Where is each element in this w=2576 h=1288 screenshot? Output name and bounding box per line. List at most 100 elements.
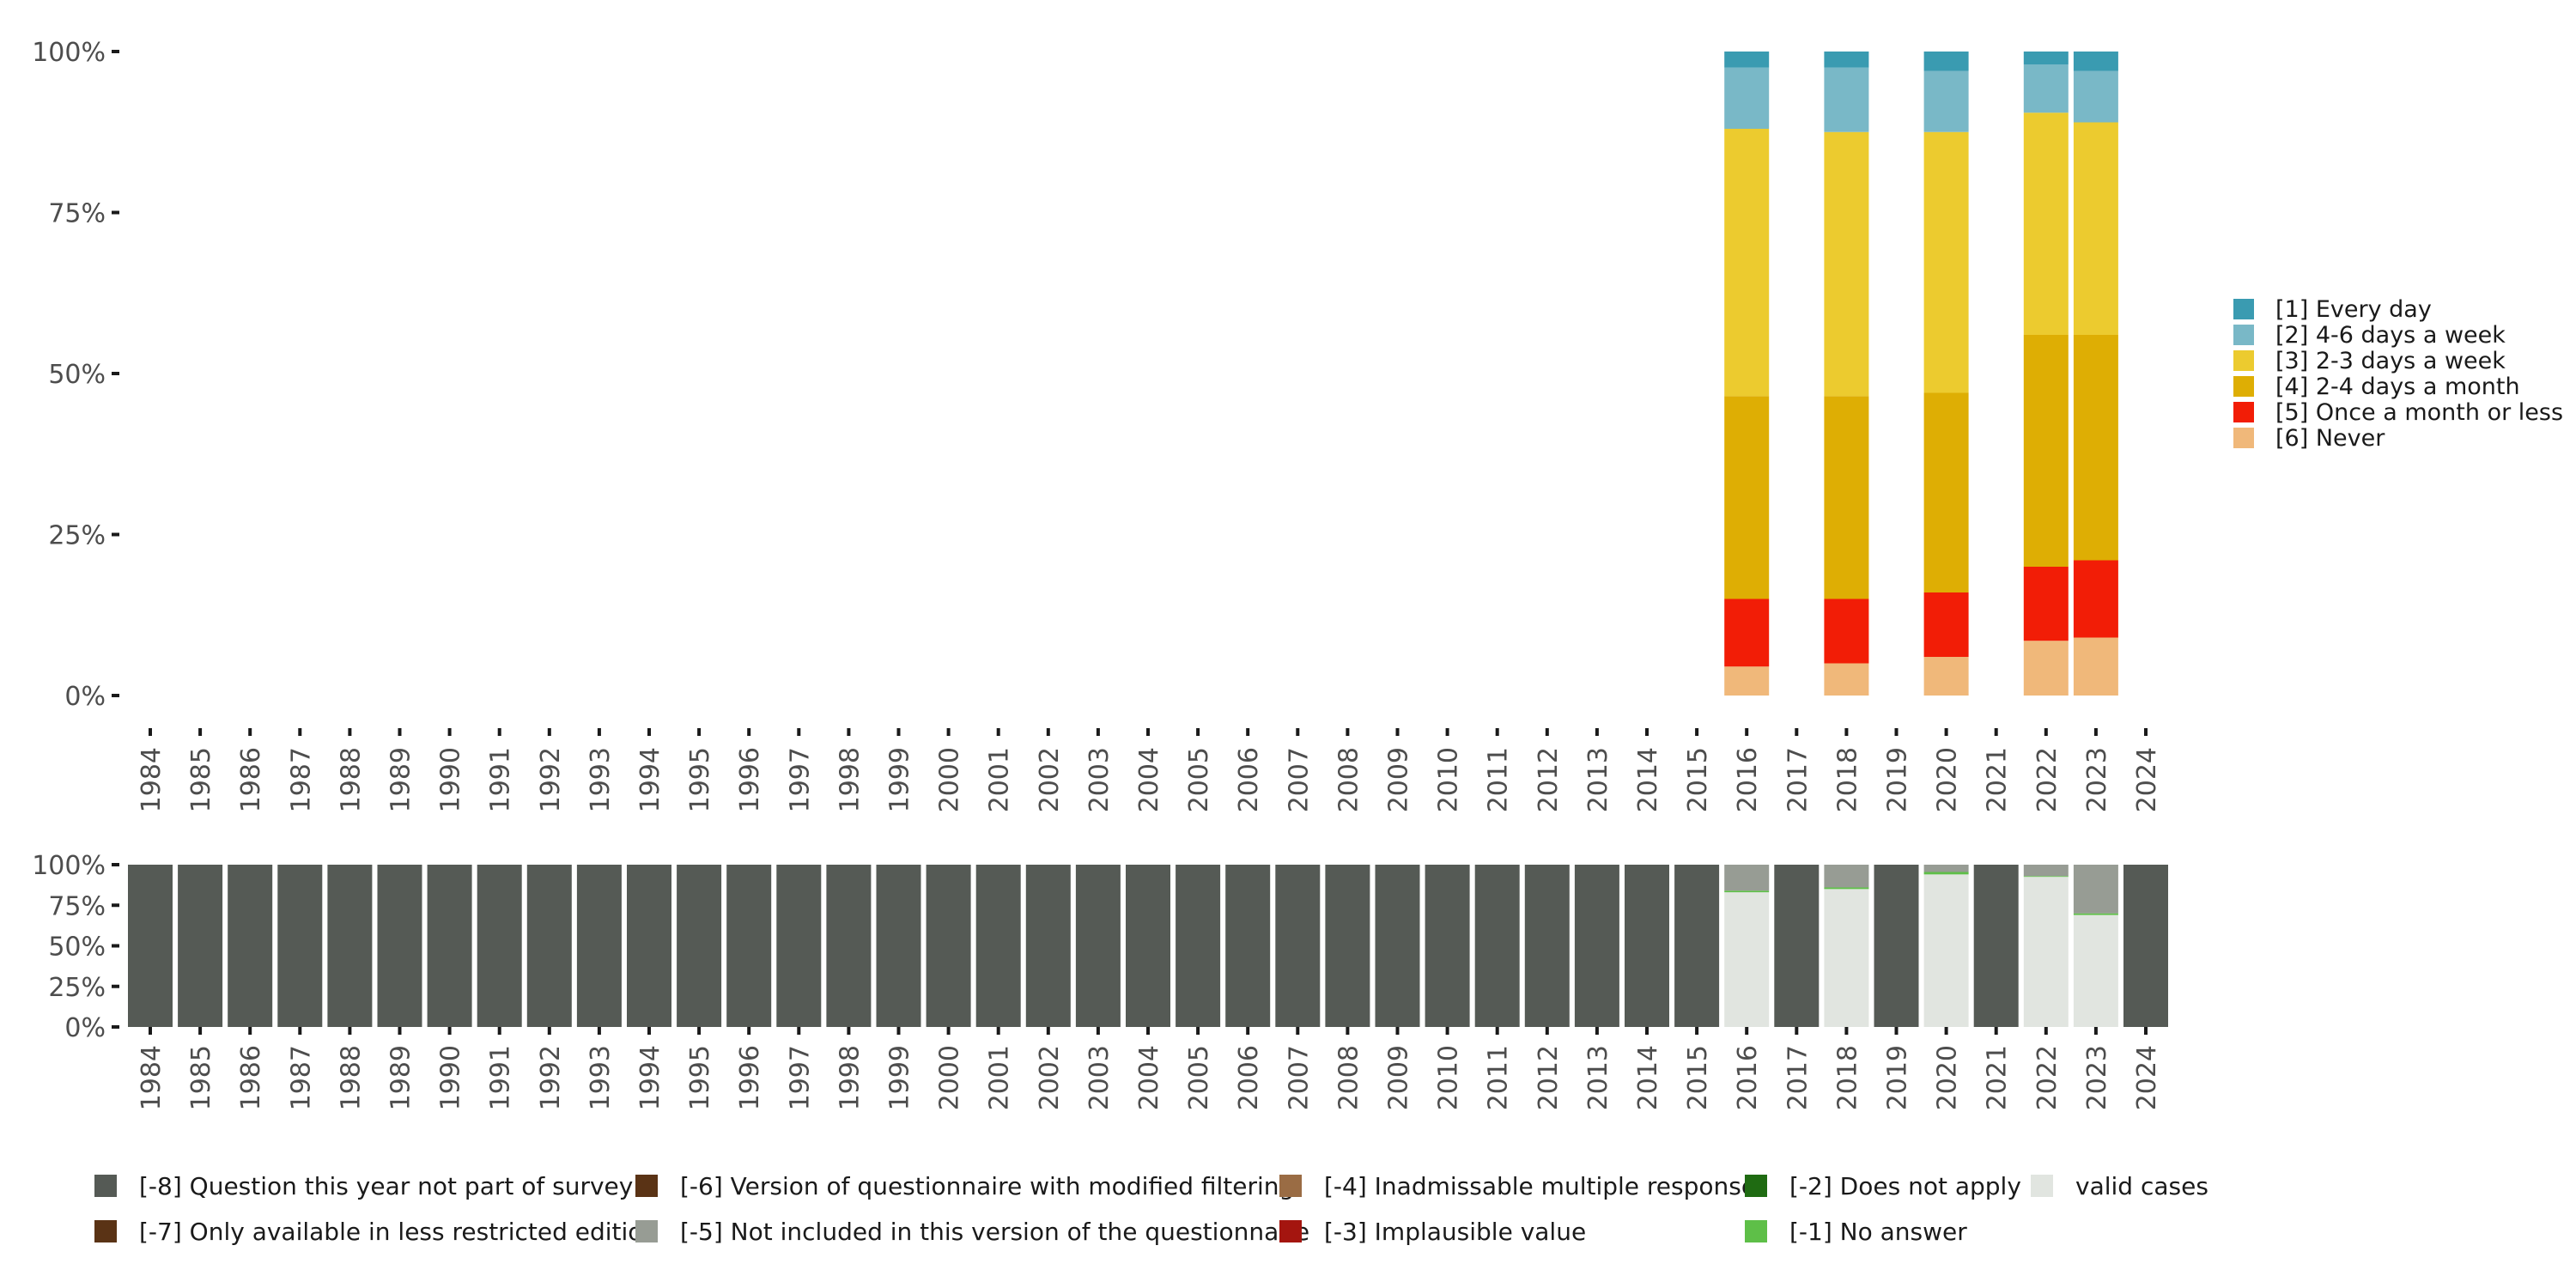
top-bar-2018-6-never [1824,663,1869,696]
top-x-tick-label: 2005 [1184,747,1214,812]
bottom-bar-2020-1-no-answer [1923,872,1969,875]
top-x-tick-label: 2019 [1883,747,1913,812]
bottom-x-tick-label: 2021 [1983,1045,2013,1110]
top-x-tick-label: 1987 [286,747,316,812]
top-bar-2016-6-never [1724,666,1770,696]
top-x-tick-label: 2004 [1134,747,1164,812]
bottom-x-tick-label: 2008 [1334,1045,1364,1110]
top-x-tick-label: 1999 [885,747,915,812]
bottom-legend-label-5-not-included-in-this-version-of-the-questionnaire: [-5] Not included in this version of the… [680,1218,1309,1246]
bottom-bar-1991-8-question-this-year-not-part-of-survey [477,865,522,1027]
bottom-x-tick-label: 1984 [137,1045,167,1110]
bottom-x-tick-label: 1999 [885,1045,915,1110]
top-x-tick-label: 2011 [1484,747,1514,812]
bottom-x-tick-label: 1985 [186,1045,216,1110]
bottom-bar-2013-8-question-this-year-not-part-of-survey [1574,865,1619,1027]
top-y-tick-label: 100% [32,38,106,68]
bottom-legend-swatch-2-does-not-apply [1745,1175,1767,1197]
top-legend-swatch-3-2-3-days-a-week [2233,350,2254,371]
bottom-bar-1992-8-question-this-year-not-part-of-survey [526,865,572,1027]
top-x-tick-label: 2023 [2082,747,2112,812]
bottom-x-tick-label: 2019 [1883,1045,1913,1110]
top-bar-2022-4-2-4-days-a-month [2023,335,2069,567]
top-x-tick-label: 1984 [137,747,167,812]
bottom-bar-2022-valid-cases [2023,877,2069,1027]
bottom-x-tick-label: 2005 [1184,1045,1214,1110]
bottom-x-tick-label: 2016 [1733,1045,1763,1110]
top-legend-label-6-never: [6] Never [2275,425,2385,452]
bottom-legend-label-1-no-answer: [-1] No answer [1789,1218,1967,1246]
bottom-x-tick-label: 2015 [1683,1045,1713,1110]
bottom-bar-1995-8-question-this-year-not-part-of-survey [677,865,722,1027]
top-bar-2016-5-once-a-month-or-less [1724,598,1770,667]
top-bar-2023-6-never [2073,637,2118,696]
bottom-x-tick-label: 2009 [1384,1045,1414,1110]
bottom-bar-1999-8-question-this-year-not-part-of-survey [876,865,921,1027]
bottom-bar-2000-8-question-this-year-not-part-of-survey [926,865,971,1027]
top-x-tick-label: 2020 [1933,747,1963,812]
bottom-bar-2010-8-question-this-year-not-part-of-survey [1425,865,1470,1027]
bottom-bar-2017-8-question-this-year-not-part-of-survey [1774,865,1820,1027]
bottom-bar-2022-1-no-answer [2023,876,2069,878]
bottom-bar-1986-8-question-this-year-not-part-of-survey [228,865,273,1027]
bottom-bar-2014-8-question-this-year-not-part-of-survey [1625,865,1669,1027]
top-x-tick-label: 2017 [1783,747,1813,812]
bottom-bar-1998-8-question-this-year-not-part-of-survey [826,865,872,1027]
top-chart-panel: 0% 25% 50% 75% 100% 1984 1985 1986 1987 1988 1989 1… [32,38,2162,812]
bottom-bar-2001-8-question-this-year-not-part-of-survey [975,865,1021,1027]
bottom-x-tick-label: 2022 [2032,1045,2063,1110]
bottom-bar-1987-8-question-this-year-not-part-of-survey [277,865,323,1027]
bottom-legend-swatch-1-no-answer [1745,1220,1767,1242]
bottom-y-tick-label: 25% [48,973,106,1003]
bottom-x-tick-label: 2017 [1783,1045,1813,1110]
bottom-y-tick-label: 75% [48,891,106,921]
bottom-x-tick-label: 1998 [835,1045,865,1110]
top-legend-swatch-5-once-a-month-or-less [2233,402,2254,422]
bottom-legend-swatch-6-version-of-questionnaire-with-modified-filtering [635,1175,658,1197]
top-legend-swatch-1-every-day [2233,299,2254,319]
top-legend-label-5-once-a-month-or-less: [5] Once a month or less [2275,399,2563,426]
bottom-bar-2011-8-question-this-year-not-part-of-survey [1474,865,1520,1027]
bottom-x-tick-label: 1988 [336,1045,366,1110]
bottom-bar-1993-8-question-this-year-not-part-of-survey [576,865,622,1027]
top-x-tick-label: 1996 [735,747,765,812]
bottom-bar-2005-8-question-this-year-not-part-of-survey [1176,865,1221,1027]
bottom-bar-2016-1-no-answer [1724,890,1770,893]
top-legend: [1] Every day[2] 4-6 days a week[3] 2-3 … [2233,296,2563,452]
bottom-bar-2023-valid-cases [2073,914,2118,1027]
bottom-legend: [-8] Question this year not part of surv… [94,1172,2208,1246]
bottom-bar-2024-8-question-this-year-not-part-of-survey [2123,865,2168,1027]
top-bar-2018-5-once-a-month-or-less [1824,598,1869,664]
bottom-x-tick-label: 1992 [536,1045,566,1110]
top-legend-swatch-6-never [2233,428,2254,448]
bottom-bar-1994-8-question-this-year-not-part-of-survey [627,865,671,1027]
top-bar-2022-2-4-6-days-a-week [2023,64,2069,113]
bottom-bar-2002-8-question-this-year-not-part-of-survey [1025,865,1071,1027]
bottom-legend-label-8-question-this-year-not-part-of-survey: [-8] Question this year not part of surv… [139,1172,633,1200]
top-bar-2018-2-4-6-days-a-week [1824,67,1869,132]
bottom-legend-label-2-does-not-apply: [-2] Does not apply [1789,1172,2021,1200]
bottom-x-tick-label: 2013 [1583,1045,1613,1110]
bottom-y-tick-label: 50% [48,933,106,963]
bottom-legend-swatch-3-implausible-value [1279,1220,1302,1242]
top-x-tick-label: 2010 [1434,747,1464,812]
top-bar-2020-3-2-3-days-a-week [1923,131,1969,393]
top-bar-2020-5-once-a-month-or-less [1923,592,1969,657]
bottom-legend-label-4-inadmissable-multiple-response: [-4] Inadmissable multiple response [1324,1172,1756,1200]
bottom-x-tick-label: 1991 [486,1045,516,1110]
top-bar-2023-2-4-6-days-a-week [2073,70,2118,123]
bottom-x-tick-label: 2000 [935,1045,965,1110]
top-legend-swatch-4-2-4-days-a-month [2233,376,2254,397]
top-bar-2022-5-once-a-month-or-less [2023,567,2069,641]
bottom-bar-2007-8-question-this-year-not-part-of-survey [1275,865,1321,1027]
top-bar-2018-1-every-day [1824,52,1869,68]
top-x-tick-label: 2016 [1733,747,1763,812]
top-x-tick-label: 2013 [1583,747,1613,812]
top-x-tick-label: 1989 [386,747,416,812]
top-legend-label-1-every-day: [1] Every day [2275,296,2432,323]
bottom-legend-label-3-implausible-value: [-3] Implausible value [1324,1218,1586,1246]
bottom-bar-2018-valid-cases [1824,889,1869,1027]
bottom-x-tick-label: 2003 [1084,1045,1115,1110]
top-x-tick-label: 2022 [2032,747,2063,812]
